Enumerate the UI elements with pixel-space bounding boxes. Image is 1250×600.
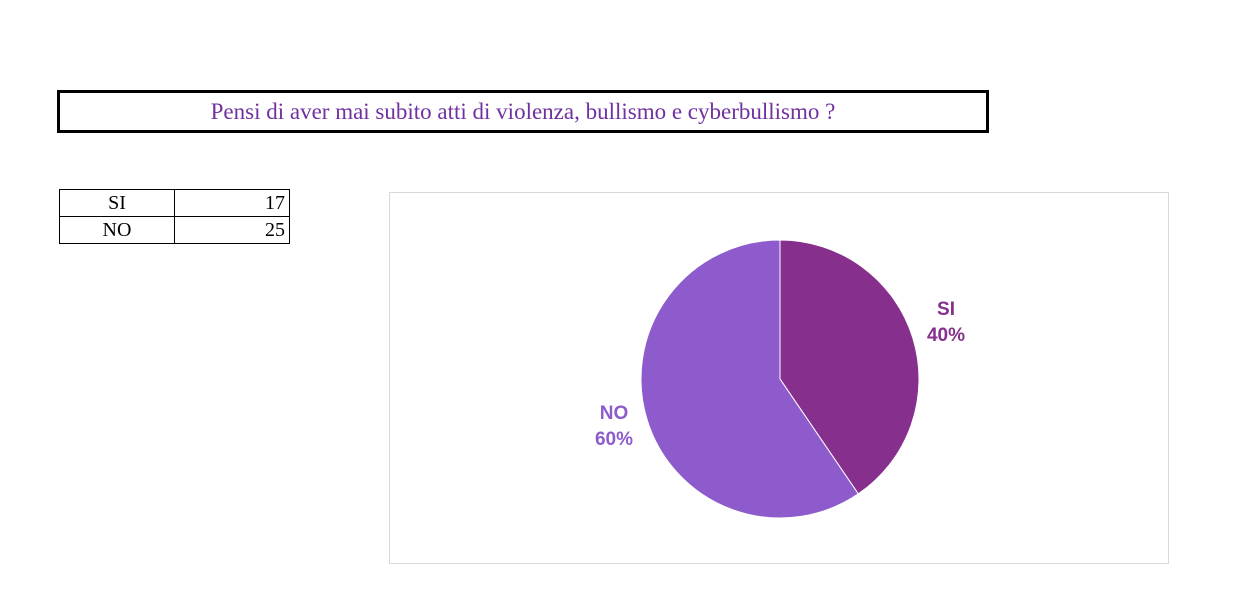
chart-area: SI 40% NO 60% [389, 192, 1169, 564]
slice-percent-label: 60% [595, 429, 633, 450]
table-cell-value: 25 [174, 216, 290, 244]
pie-slice-si [779, 239, 920, 495]
slice-category-label: SI [937, 299, 955, 320]
table-cell-value: 17 [174, 189, 290, 217]
slice-category-label: NO [600, 403, 629, 424]
table-cell-label: SI [59, 189, 175, 217]
table-cell-label: NO [59, 216, 175, 244]
data-table: SI 17 NO 25 [59, 189, 290, 244]
chart-title-box: Pensi di aver mai subito atti di violenz… [57, 90, 989, 133]
chart-title: Pensi di aver mai subito atti di violenz… [210, 98, 836, 124]
table-row: NO 25 [59, 216, 290, 244]
table-row: SI 17 [59, 189, 290, 217]
slice-percent-label: 40% [927, 325, 965, 346]
pie-chart: SI 40% NO 60% [595, 239, 965, 519]
pie-slice-no [640, 239, 859, 519]
